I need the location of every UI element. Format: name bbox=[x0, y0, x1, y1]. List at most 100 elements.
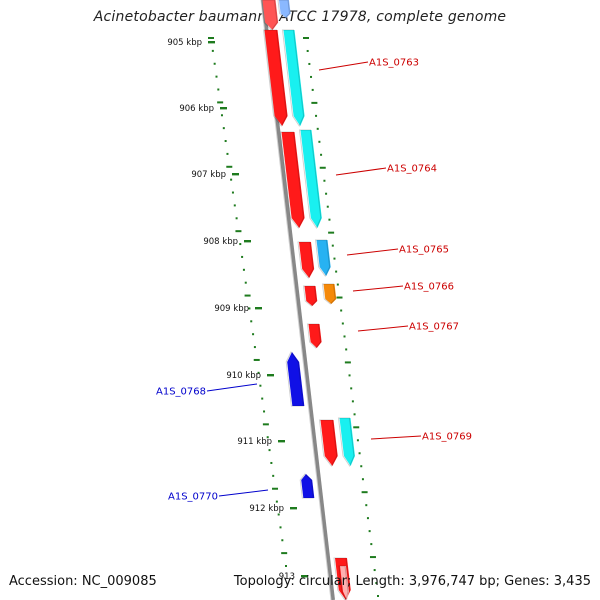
feature-cds-0764-body bbox=[281, 132, 305, 228]
track-dot bbox=[341, 322, 344, 325]
position-tick-label: 906 kbp bbox=[179, 104, 214, 114]
track-dot bbox=[277, 513, 280, 516]
feature-rna-0763-outline bbox=[281, 29, 305, 128]
track-dot bbox=[353, 413, 356, 416]
feature-cds-0763-outline bbox=[262, 29, 288, 127]
track-dot bbox=[356, 439, 359, 442]
track-dot bbox=[361, 491, 368, 494]
track-dot bbox=[281, 552, 288, 555]
position-tick bbox=[208, 41, 215, 44]
track-dot bbox=[235, 230, 242, 233]
feature-rna-0764-outline bbox=[298, 129, 322, 230]
gene-label-a1s_0764[interactable]: A1S_0764 bbox=[387, 164, 437, 175]
feature-cds-0767-body bbox=[308, 324, 322, 348]
feature-partial-cds-body bbox=[262, 0, 279, 30]
track-dot bbox=[369, 556, 376, 559]
feature-rna-0765-outline bbox=[314, 239, 331, 277]
accession-label: Accession: NC_009085 bbox=[9, 574, 157, 589]
track-dot bbox=[351, 400, 354, 403]
position-tick bbox=[301, 575, 308, 578]
gene-label-a1s_0765[interactable]: A1S_0765 bbox=[399, 245, 449, 256]
gene-label-a1s_0763[interactable]: A1S_0763 bbox=[369, 58, 419, 69]
feature-partial-cds-2-body bbox=[279, 0, 291, 18]
gene-label-a1s_0769[interactable]: A1S_0769 bbox=[422, 432, 472, 443]
track-dot bbox=[272, 474, 275, 477]
track-dot bbox=[272, 487, 279, 490]
track-dot bbox=[215, 75, 218, 78]
track-dot bbox=[241, 255, 244, 258]
track-dot bbox=[275, 500, 278, 503]
feature-rna-0766-outline bbox=[321, 283, 336, 305]
gene-label-a1s_0768[interactable]: A1S_0768 bbox=[156, 387, 206, 398]
position-tick bbox=[267, 374, 274, 377]
position-tick bbox=[220, 107, 227, 110]
feature-rna-0769-body bbox=[339, 418, 355, 466]
track-dot bbox=[370, 543, 373, 546]
track-dot bbox=[373, 569, 376, 572]
feature-cds-0769 bbox=[318, 419, 338, 467]
gene-leader-line bbox=[218, 489, 269, 497]
feature-cds-0765 bbox=[297, 241, 315, 279]
feature-cds-0769-body bbox=[320, 420, 338, 466]
feature-cds-0770 bbox=[299, 473, 315, 499]
track-dot bbox=[350, 387, 353, 390]
track-dot bbox=[345, 348, 348, 351]
track-dot bbox=[217, 101, 224, 104]
feature-rna-0766-body bbox=[323, 284, 337, 304]
left-tick-track bbox=[208, 37, 288, 567]
feature-rna-0766 bbox=[321, 283, 337, 305]
gene-label-a1s_0770[interactable]: A1S_0770 bbox=[168, 492, 218, 503]
track-dot bbox=[259, 384, 262, 387]
track-dot bbox=[316, 127, 319, 130]
track-dot bbox=[315, 114, 318, 117]
feature-cds-0769-outline bbox=[318, 419, 338, 467]
track-dot bbox=[285, 565, 287, 567]
position-tick bbox=[244, 240, 251, 243]
track-dot bbox=[320, 153, 323, 156]
feature-cds-0766-body bbox=[304, 286, 318, 306]
track-dot bbox=[326, 205, 329, 208]
feature-cds-0763-body bbox=[264, 30, 288, 126]
feature-cds-0766 bbox=[302, 285, 318, 307]
position-tick-label: 912 kbp bbox=[249, 504, 284, 514]
feature-partial-cds-bottom-2 bbox=[338, 565, 349, 600]
track-dot bbox=[262, 423, 269, 426]
track-dot bbox=[233, 204, 236, 207]
track-dot bbox=[242, 268, 245, 271]
feature-partial-cds-2-outline bbox=[277, 0, 291, 19]
feature-rna-0763-body bbox=[283, 30, 305, 126]
feature-cds-0764 bbox=[279, 131, 305, 229]
page-title: Acinetobacter baumannii ATCC 17978, comp… bbox=[93, 9, 507, 25]
feature-rna-0764 bbox=[298, 129, 322, 230]
feature-cds-0768-body bbox=[287, 352, 305, 406]
feature-partial-cds-bottom-2-outline bbox=[338, 565, 349, 600]
position-tick bbox=[232, 173, 239, 176]
genome-summary-label: Topology: circular; Length: 3,976,747 bp… bbox=[233, 574, 591, 589]
track-dot bbox=[331, 244, 334, 247]
feature-cds-0765-outline bbox=[297, 241, 314, 279]
track-dot bbox=[328, 231, 335, 234]
track-dot bbox=[217, 88, 220, 91]
position-tick-label: 909 kbp bbox=[214, 304, 249, 314]
gene-label-a1s_0766[interactable]: A1S_0766 bbox=[404, 282, 454, 293]
gene-label-a1s_0767[interactable]: A1S_0767 bbox=[409, 322, 459, 333]
right-tick-track bbox=[303, 37, 379, 597]
gene-leader-line bbox=[318, 61, 369, 71]
track-dot bbox=[279, 526, 282, 529]
track-dot bbox=[231, 191, 234, 194]
track-dot bbox=[333, 257, 336, 260]
track-dot bbox=[358, 452, 361, 455]
track-dot bbox=[263, 410, 266, 413]
track-dot bbox=[211, 49, 214, 52]
position-tick-label: 905 kbp bbox=[167, 38, 202, 48]
track-dot bbox=[343, 335, 346, 338]
track-dot bbox=[266, 436, 269, 439]
track-dot bbox=[253, 346, 256, 349]
gene-leader-line bbox=[335, 167, 387, 176]
position-tick-label: 908 kbp bbox=[203, 237, 238, 247]
track-dot bbox=[261, 397, 264, 400]
track-dot bbox=[318, 140, 321, 143]
track-dot bbox=[310, 75, 313, 78]
feature-rna-0769-outline bbox=[337, 417, 355, 468]
